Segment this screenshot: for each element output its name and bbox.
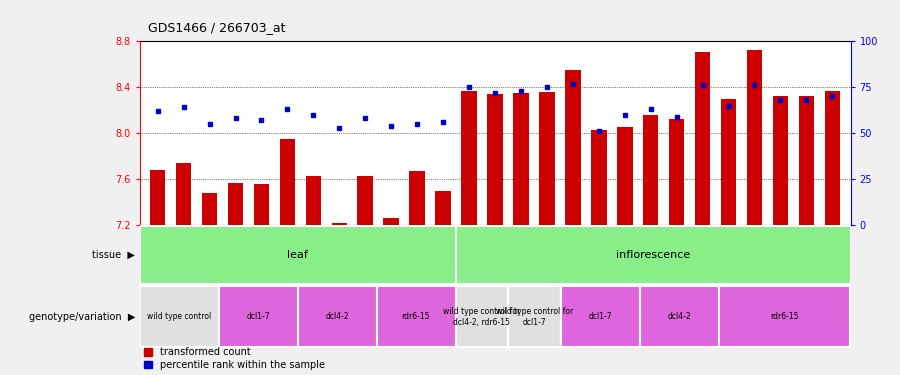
Bar: [747, 50, 762, 225]
Text: leaf: leaf: [287, 250, 308, 260]
Bar: [383, 218, 399, 225]
Bar: [643, 115, 659, 225]
Bar: [254, 184, 269, 225]
Bar: [591, 130, 607, 225]
Bar: [773, 96, 788, 225]
Bar: [331, 223, 347, 225]
Bar: [565, 70, 581, 225]
Legend: transformed count, percentile rank within the sample: transformed count, percentile rank withi…: [144, 347, 325, 370]
Bar: [410, 171, 425, 225]
Bar: [508, 286, 561, 348]
Text: dcl1-7: dcl1-7: [247, 312, 270, 321]
Bar: [150, 170, 166, 225]
Text: rdr6-15: rdr6-15: [401, 312, 430, 321]
Bar: [219, 286, 298, 348]
Text: wild type control: wild type control: [147, 312, 212, 321]
Bar: [669, 119, 684, 225]
Text: inflorescence: inflorescence: [616, 250, 690, 260]
Bar: [376, 286, 455, 348]
Text: dcl4-2: dcl4-2: [325, 312, 349, 321]
Bar: [539, 92, 554, 225]
Text: wild type control for
dcl4-2, rdr6-15: wild type control for dcl4-2, rdr6-15: [443, 307, 520, 327]
Bar: [298, 286, 376, 348]
Bar: [462, 91, 477, 225]
Bar: [436, 190, 451, 225]
Bar: [721, 99, 736, 225]
Bar: [306, 176, 321, 225]
Bar: [202, 193, 217, 225]
Bar: [798, 96, 814, 225]
Bar: [455, 286, 508, 348]
Bar: [455, 226, 850, 284]
Bar: [824, 91, 840, 225]
Text: GDS1466 / 266703_at: GDS1466 / 266703_at: [148, 21, 286, 34]
Bar: [487, 94, 503, 225]
Bar: [140, 226, 455, 284]
Bar: [140, 286, 219, 348]
Text: rdr6-15: rdr6-15: [770, 312, 799, 321]
Bar: [228, 183, 243, 225]
Bar: [561, 286, 640, 348]
Text: dcl4-2: dcl4-2: [668, 312, 691, 321]
Text: tissue  ▶: tissue ▶: [92, 250, 135, 260]
Text: genotype/variation  ▶: genotype/variation ▶: [29, 312, 135, 322]
Bar: [357, 176, 373, 225]
Bar: [640, 286, 719, 348]
Bar: [513, 93, 528, 225]
Text: wild type control for
dcl1-7: wild type control for dcl1-7: [496, 307, 573, 327]
Text: dcl1-7: dcl1-7: [589, 312, 612, 321]
Bar: [176, 163, 192, 225]
Bar: [695, 52, 710, 225]
Bar: [719, 286, 850, 348]
Bar: [617, 128, 633, 225]
Bar: [280, 139, 295, 225]
